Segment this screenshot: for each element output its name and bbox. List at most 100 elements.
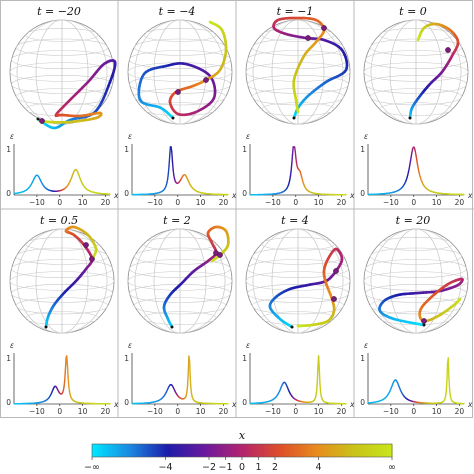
colorbar-band <box>137 444 141 457</box>
colorbar-band <box>374 444 378 457</box>
colorbar-band <box>164 444 168 457</box>
density-segment <box>64 356 67 371</box>
colorbar-band <box>327 444 331 457</box>
x-axis-label: x <box>349 400 355 409</box>
x-tick-label: 20 <box>101 198 111 207</box>
panel-6: t = 2 ε 0 1 x −10 0 10 20 <box>124 214 237 416</box>
colorbar-band <box>117 444 121 457</box>
x-tick-label: −10 <box>265 407 281 416</box>
trajectory-marker <box>83 242 89 248</box>
time-label: t = −4 <box>159 5 196 18</box>
y-axis-label: ε <box>10 132 14 141</box>
colorbar-band <box>387 444 391 457</box>
colorbar-band <box>339 444 343 457</box>
colorbar-band <box>177 444 181 457</box>
sphere <box>9 228 115 334</box>
density-segment <box>319 391 323 398</box>
colorbar-band <box>212 444 216 457</box>
x-tick-label: 0 <box>411 198 416 207</box>
density-curve <box>249 146 347 196</box>
trajectory-marker <box>445 47 451 53</box>
x-tick-label: 10 <box>78 198 88 207</box>
panel-2: t = −4 ε 0 1 x −10 0 10 20 <box>124 5 237 207</box>
colorbar-band <box>299 444 303 457</box>
colorbar-band <box>382 444 386 457</box>
colorbar-band <box>357 444 361 457</box>
colorbar-band <box>292 444 296 457</box>
y-one-tick: 1 <box>242 145 247 154</box>
density-plot: ε 0 1 x −10 0 10 20 <box>360 341 473 416</box>
density-segment <box>295 157 298 165</box>
density-segment <box>64 368 67 381</box>
colorbar-title: x <box>239 429 246 442</box>
x-tick-label: 0 <box>175 198 180 207</box>
colorbar-band <box>127 444 131 457</box>
colorbar-band <box>159 444 163 457</box>
y-one-tick: 1 <box>242 354 247 363</box>
y-zero-tick: 0 <box>360 398 365 407</box>
colorbar-band <box>182 444 186 457</box>
origin-dot <box>422 323 426 327</box>
time-label: t = 0.5 <box>40 214 78 227</box>
x-tick-label: 10 <box>78 407 88 416</box>
colorbar-band <box>314 444 318 457</box>
colorbar-band <box>197 444 201 457</box>
colorbar-band <box>297 444 301 457</box>
colorbar-band <box>332 444 336 457</box>
y-zero-tick: 0 <box>242 398 247 407</box>
density-segment <box>316 367 319 385</box>
colorbar-band <box>287 444 291 457</box>
x-tick-label: −10 <box>383 407 399 416</box>
sphere <box>127 19 233 125</box>
y-zero-tick: 0 <box>6 189 11 198</box>
colorbar: x −∞ −4 −2 −1 0 1 2 4 ∞ <box>84 429 396 473</box>
colorbar-band <box>262 444 266 457</box>
colorbar-band <box>232 444 236 457</box>
colorbar-tick-label: −4 <box>158 462 172 473</box>
density-segment <box>291 153 294 165</box>
density-segment <box>444 391 447 398</box>
density-curve <box>13 355 111 405</box>
colorbar-band <box>284 444 288 457</box>
colorbar-band <box>279 444 283 457</box>
density-segment <box>68 385 71 393</box>
colorbar-band <box>354 444 358 457</box>
trajectory <box>268 247 344 329</box>
x-tick-label: −10 <box>29 198 45 207</box>
x-tick-label: 10 <box>196 198 206 207</box>
colorbar-band <box>244 444 248 457</box>
density-segment <box>294 150 297 160</box>
x-tick-label: 20 <box>455 407 465 416</box>
x-axis-label: x <box>467 400 473 409</box>
colorbar-band <box>92 444 96 457</box>
x-tick-label: −10 <box>265 198 281 207</box>
colorbar-band <box>307 444 311 457</box>
colorbar-band <box>154 444 158 457</box>
x-axis-label: x <box>113 191 119 200</box>
density-curve <box>131 146 229 196</box>
y-one-tick: 1 <box>124 354 129 363</box>
x-tick-label: 10 <box>432 407 442 416</box>
origin-dot <box>170 325 174 329</box>
density-segment <box>169 146 172 157</box>
time-label: t = 4 <box>281 214 309 227</box>
y-zero-tick: 0 <box>360 189 365 198</box>
density-curve <box>131 355 229 405</box>
colorbar-band <box>104 444 108 457</box>
colorbar-band <box>269 444 273 457</box>
colorbar-band <box>239 444 243 457</box>
colorbar-band <box>119 444 123 457</box>
colorbar-tick-label: 0 <box>239 462 245 473</box>
colorbar-band <box>342 444 346 457</box>
time-label: t = −20 <box>37 5 81 18</box>
density-segment <box>448 388 451 397</box>
origin-dot <box>292 116 296 120</box>
colorbar-band <box>334 444 338 457</box>
density-plot: ε 0 1 x −10 0 10 20 <box>6 132 119 207</box>
x-tick-label: 20 <box>337 198 347 207</box>
colorbar-tick-label: ∞ <box>388 462 396 473</box>
x-tick-label: −10 <box>383 198 399 207</box>
colorbar-band <box>364 444 368 457</box>
colorbar-band <box>224 444 228 457</box>
